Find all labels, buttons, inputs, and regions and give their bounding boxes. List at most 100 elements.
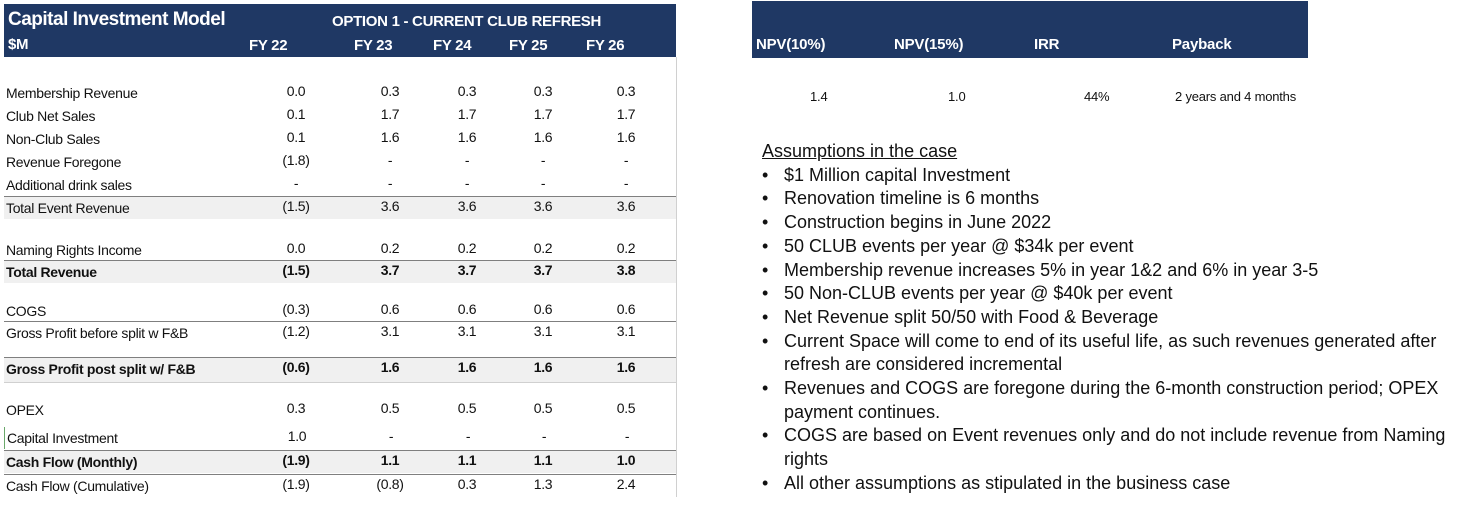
cell-fy26: - xyxy=(623,152,629,168)
year-header: FY 24 xyxy=(433,37,472,54)
cell-fy23: 3.6 xyxy=(380,198,400,214)
assumption-item: • 50 Non-CLUB events per year @ $40k per … xyxy=(762,282,1462,306)
cell-fy26: - xyxy=(623,175,629,191)
cell-fy25: 1.6 xyxy=(533,129,553,145)
row-label: Cash Flow (Monthly) xyxy=(6,454,138,470)
row-label: Gross Profit post split w/ F&B xyxy=(6,361,196,377)
cell-fy24: 1.6 xyxy=(457,359,477,375)
table-row-gross-profit-post-split: Gross Profit post split w/ F&B (0.6) 1.6… xyxy=(4,357,676,383)
table-row: Naming Rights Income 0.0 0.2 0.2 0.2 0.2 xyxy=(4,239,676,261)
cell-fy22: (0.3) xyxy=(282,301,310,317)
cell-fy22: 1.0 xyxy=(287,428,307,444)
assumption-item: • Membership revenue increases 5% in year… xyxy=(762,259,1462,283)
cell-fy23: - xyxy=(388,428,394,444)
assumptions-title: Assumptions in the case xyxy=(762,141,958,161)
bullet-icon: • xyxy=(762,188,769,209)
cell-fy24: 3.1 xyxy=(457,323,477,339)
row-label: Revenue Foregone xyxy=(6,154,122,170)
cell-fy26: 0.2 xyxy=(616,240,636,256)
metric-value-npv10: 1.4 xyxy=(810,89,828,104)
cell-fy22: - xyxy=(293,175,299,191)
year-header: FY 25 xyxy=(509,37,548,54)
model-title: Capital Investment Model xyxy=(8,9,226,30)
cell-fy23: 1.6 xyxy=(380,359,400,375)
cell-fy25: 3.6 xyxy=(533,198,553,214)
cell-fy25: - xyxy=(540,175,546,191)
cell-fy24: 0.3 xyxy=(457,476,477,492)
row-label: COGS xyxy=(6,303,47,319)
cell-fy22: (1.2) xyxy=(282,323,310,339)
metric-header-npv15: NPV(15%) xyxy=(894,36,964,53)
cell-fy26: 0.6 xyxy=(616,301,636,317)
cell-fy22: (1.9) xyxy=(282,452,310,468)
table-divider xyxy=(676,57,677,497)
row-label: OPEX xyxy=(6,402,44,418)
table-row-cash-flow-monthly: Cash Flow (Monthly) (1.9) 1.1 1.1 1.1 1.… xyxy=(4,450,676,473)
assumption-item: • COGS are based on Event revenues only a… xyxy=(762,425,1446,470)
cell-fy26: 1.0 xyxy=(616,452,636,468)
row-label: Total Revenue xyxy=(6,264,97,280)
option-title: OPTION 1 - CURRENT CLUB REFRESH xyxy=(332,13,602,30)
cell-fy23: - xyxy=(387,175,393,191)
assumption-item: • Renovation timeline is 6 months xyxy=(762,187,1462,211)
row-label: Additional drink sales xyxy=(6,177,132,193)
cell-fy22: (1.5) xyxy=(282,198,310,214)
cell-fy26: 1.6 xyxy=(616,359,636,375)
year-header: FY 23 xyxy=(354,37,393,54)
cell-fy24: 1.7 xyxy=(457,106,477,122)
table-row-total-revenue: Total Revenue (1.5) 3.7 3.7 3.7 3.8 xyxy=(4,260,676,283)
metric-value-npv15: 1.0 xyxy=(948,89,966,104)
metric-header-npv10: NPV(10%) xyxy=(756,36,826,53)
table-row: Non-Club Sales 0.1 1.6 1.6 1.6 1.6 xyxy=(4,128,676,150)
cell-fy23: 0.2 xyxy=(380,240,400,256)
table-row: Capital Investment 1.0 - - - - xyxy=(4,427,677,449)
metric-value-payback: 2 years and 4 months xyxy=(1175,89,1297,104)
cell-fy22: (1.8) xyxy=(282,152,310,168)
cell-fy26: 1.6 xyxy=(616,129,636,145)
cell-fy22: (1.9) xyxy=(282,476,310,492)
bullet-icon: • xyxy=(762,306,769,327)
year-header: FY 26 xyxy=(586,37,625,54)
cell-fy25: 0.5 xyxy=(533,400,553,416)
cell-fy22: (1.5) xyxy=(282,262,310,278)
model-header: Capital Investment Model OPTION 1 - CURR… xyxy=(4,4,676,57)
cell-fy23: (0.8) xyxy=(376,476,404,492)
cell-fy26: 0.5 xyxy=(616,400,636,416)
year-header: FY 22 xyxy=(249,37,288,54)
bullet-icon: • xyxy=(762,425,769,446)
cell-fy25: 3.7 xyxy=(533,262,553,278)
cell-fy25: - xyxy=(541,428,547,444)
cell-fy26: 3.1 xyxy=(616,323,636,339)
cell-fy25: 1.3 xyxy=(533,476,553,492)
cell-fy23: 1.7 xyxy=(380,106,400,122)
assumption-item: • Current Space will come to end of its u… xyxy=(762,330,1437,375)
cell-fy24: 0.2 xyxy=(457,240,477,256)
assumption-item: • All other assumptions as stipulated in … xyxy=(762,472,1462,496)
cell-fy23: - xyxy=(387,152,393,168)
cell-fy24: 0.6 xyxy=(457,301,477,317)
bullet-icon: • xyxy=(762,164,769,185)
row-label: Capital Investment xyxy=(7,430,118,446)
row-label: Cash Flow (Cumulative) xyxy=(6,478,149,494)
cell-fy23: 1.6 xyxy=(380,129,400,145)
assumptions-section: Assumptions in the case • $1 Million capi… xyxy=(762,140,1462,496)
assumption-item: • Construction begins in June 2022 xyxy=(762,211,1462,235)
metric-header-irr: IRR xyxy=(1034,36,1060,53)
table-row: Revenue Foregone (1.8) - - - - xyxy=(4,151,676,173)
row-label: Non-Club Sales xyxy=(6,131,100,147)
cell-fy23: 0.3 xyxy=(380,83,400,99)
cell-fy24: - xyxy=(464,152,470,168)
cell-fy24: 1.6 xyxy=(457,129,477,145)
cell-fy26: - xyxy=(624,428,630,444)
cell-fy25: 3.1 xyxy=(533,323,553,339)
cell-fy25: 1.7 xyxy=(533,106,553,122)
table-row: OPEX 0.3 0.5 0.5 0.5 0.5 xyxy=(4,399,676,421)
cell-fy26: 3.6 xyxy=(616,198,636,214)
cell-fy22: 0.1 xyxy=(286,129,306,145)
bullet-icon: • xyxy=(762,259,769,280)
bullet-icon: • xyxy=(762,330,769,351)
cell-fy22: 0.0 xyxy=(286,83,306,99)
cell-fy23: 0.6 xyxy=(380,301,400,317)
cell-fy25: 0.2 xyxy=(533,240,553,256)
cell-fy24: - xyxy=(465,428,471,444)
